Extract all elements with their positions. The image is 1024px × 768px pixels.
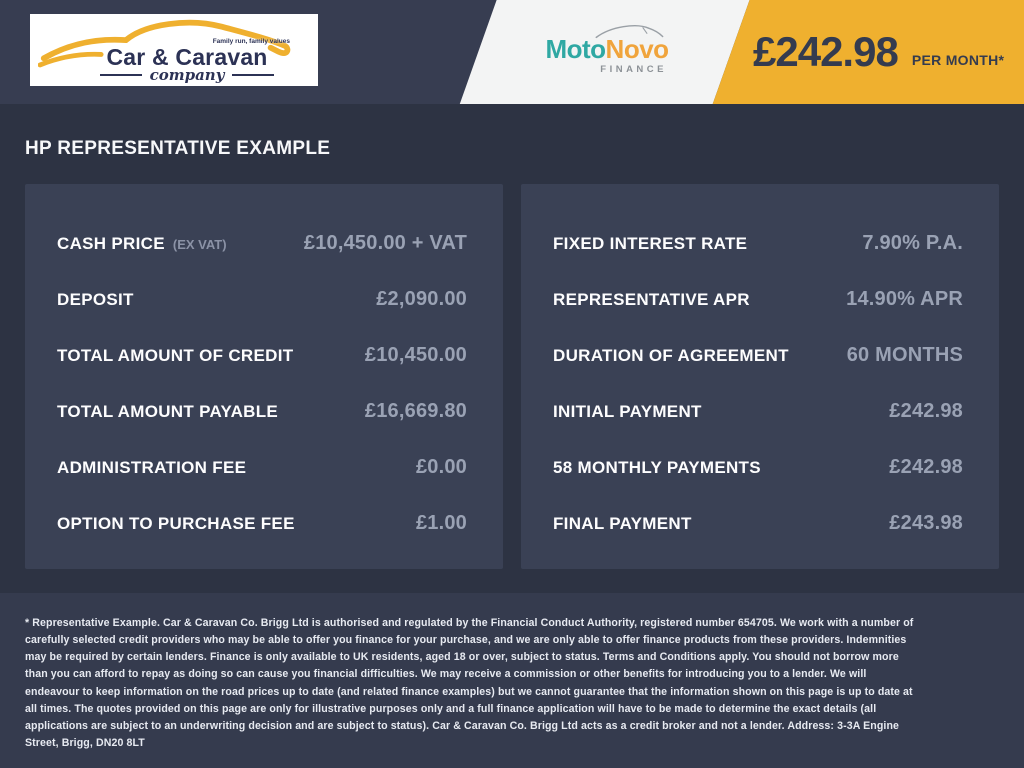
- dealer-tagline: Family run, family values: [212, 38, 290, 45]
- row-value: £1.00: [415, 512, 467, 534]
- row-value: 60 MONTHS: [846, 344, 963, 366]
- motonovo-wordmark: MotoNovo: [545, 34, 669, 64]
- table-row: CASH PRICE (EX VAT) £10,450.00 + VAT: [57, 232, 467, 254]
- main-content: HP REPRESENTATIVE EXAMPLE CASH PRICE (EX …: [0, 138, 1024, 569]
- footer: * Representative Example. Car & Caravan …: [0, 593, 1024, 768]
- row-note: (EX VAT): [172, 237, 227, 252]
- row-label: OPTION TO PURCHASE FEE: [57, 514, 295, 533]
- table-row: TOTAL AMOUNT OF CREDIT £10,450.00: [57, 344, 467, 366]
- table-row: INITIAL PAYMENT £242.98: [553, 400, 963, 422]
- row-label: TOTAL AMOUNT OF CREDIT: [57, 346, 294, 365]
- row-value: 7.90% P.A.: [862, 232, 963, 254]
- motonovo-finance-label: FINANCE: [600, 64, 667, 75]
- monthly-price: £242.98 PER MONTH*: [753, 0, 1004, 104]
- header-yellow-diagonal: [712, 0, 1024, 104]
- row-value: £242.98: [889, 456, 963, 478]
- disclaimer-text: * Representative Example. Car & Caravan …: [25, 617, 914, 750]
- finance-panel-right: FIXED INTEREST RATE 7.90% P.A. REPRESENT…: [521, 184, 999, 569]
- dealer-name: Car & Caravan: [106, 44, 268, 70]
- row-label: INITIAL PAYMENT: [553, 402, 702, 421]
- dealer-subname: company: [30, 66, 318, 84]
- row-value: £243.98: [889, 512, 963, 534]
- table-row: DEPOSIT £2,090.00: [57, 288, 467, 310]
- row-label: FIXED INTEREST RATE: [553, 234, 748, 253]
- dealer-logo: Family run, family values Car & Caravan …: [30, 14, 318, 86]
- row-value: 14.90% APR: [846, 288, 963, 310]
- table-row: TOTAL AMOUNT PAYABLE £16,669.80: [57, 400, 467, 422]
- row-value: £2,090.00: [376, 288, 467, 310]
- dash-right: [232, 74, 275, 76]
- header-light-diagonal: [459, 0, 750, 104]
- table-row: OPTION TO PURCHASE FEE £1.00: [57, 512, 467, 534]
- motonovo-car-sketch-icon: [591, 21, 667, 46]
- row-label: TOTAL AMOUNT PAYABLE: [57, 402, 279, 421]
- row-label: CASH PRICE: [57, 234, 165, 253]
- price-amount: £242.98: [753, 28, 899, 75]
- row-value: £10,450.00: [364, 344, 467, 366]
- table-row: FINAL PAYMENT £243.98: [553, 512, 963, 534]
- table-row: ADMINISTRATION FEE £0.00: [57, 456, 467, 478]
- table-row: FIXED INTEREST RATE 7.90% P.A.: [553, 232, 963, 254]
- dash-left: [99, 74, 142, 76]
- motonovo-logo: MotoNovo FINANCE: [545, 25, 669, 75]
- row-label: FINAL PAYMENT: [553, 514, 692, 533]
- row-label: DURATION OF AGREEMENT: [553, 346, 789, 365]
- row-value: £16,669.80: [364, 400, 467, 422]
- row-value: £10,450.00 + VAT: [303, 232, 467, 254]
- row-label: REPRESENTATIVE APR: [553, 290, 750, 309]
- row-label: ADMINISTRATION FEE: [57, 458, 247, 477]
- table-row: 58 MONTHLY PAYMENTS £242.98: [553, 456, 963, 478]
- finance-panel-left: CASH PRICE (EX VAT) £10,450.00 + VAT DEPO…: [25, 184, 503, 569]
- table-row: DURATION OF AGREEMENT 60 MONTHS: [553, 344, 963, 366]
- finance-panels: CASH PRICE (EX VAT) £10,450.00 + VAT DEPO…: [25, 184, 999, 569]
- row-value: £242.98: [889, 400, 963, 422]
- row-value: £0.00: [415, 456, 467, 478]
- page-title: HP REPRESENTATIVE EXAMPLE: [25, 138, 331, 159]
- price-suffix: PER MONTH*: [911, 52, 1005, 68]
- header: Family run, family values Car & Caravan …: [0, 0, 1024, 104]
- row-label: DEPOSIT: [57, 290, 134, 309]
- car-swoosh-icon: [37, 14, 306, 75]
- row-label: 58 MONTHLY PAYMENTS: [553, 458, 761, 477]
- table-row: REPRESENTATIVE APR 14.90% APR: [553, 288, 963, 310]
